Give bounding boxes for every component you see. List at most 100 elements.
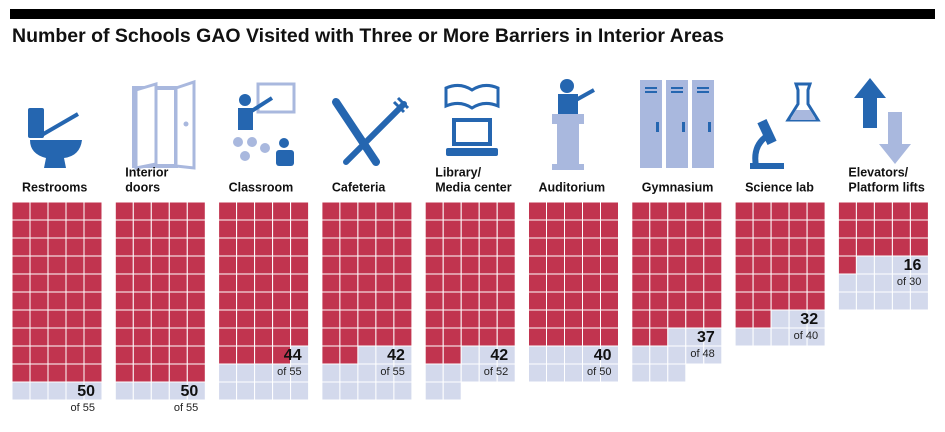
filled-cell [375,237,395,257]
empty-cell [254,381,274,401]
filled-cell [254,327,274,347]
filled-cell [873,219,893,239]
filled-cell [442,255,462,275]
total-label: of 55 [380,366,404,378]
filled-cell [29,273,49,293]
filled-cell [339,309,359,329]
filled-cell [631,273,651,293]
filled-cell [424,309,444,329]
filled-cell [47,219,67,239]
value-label: 42 [490,347,508,364]
filled-cell [478,219,498,239]
filled-cell [564,291,583,311]
filled-cell [290,237,310,257]
filled-cell [47,291,67,311]
filled-cell [375,291,395,311]
filled-cell [11,201,31,221]
filled-cell [600,309,619,329]
filled-cell [218,273,238,293]
filled-cell [685,255,705,275]
filled-cell [321,201,341,221]
filled-cell [837,219,857,239]
filled-cell [685,201,705,221]
total-label: of 52 [484,366,508,378]
filled-cell [478,273,498,293]
filled-cell [339,291,359,311]
filled-cell [47,327,67,347]
empty-cell [873,291,893,311]
filled-cell [837,201,857,221]
top-bar [10,9,935,19]
filled-cell [114,219,134,239]
filled-cell [11,219,31,239]
filled-cell [114,345,134,365]
category-label: Auditorium [539,180,606,194]
category-label: Restrooms [22,180,87,194]
filled-cell [168,237,188,257]
empty-cell [649,363,669,383]
filled-cell [546,273,565,293]
empty-cell [442,363,462,383]
filled-cell [357,219,377,239]
total-label: of 40 [794,330,818,342]
filled-cell [290,201,310,221]
filled-cell [254,291,274,311]
filled-cell [442,327,462,347]
filled-cell [752,219,772,239]
filled-cell [460,309,480,329]
filled-cell [564,237,583,257]
waffle [631,201,723,383]
filled-cell [290,309,310,329]
filled-cell [114,327,134,347]
filled-cell [150,237,170,257]
filled-cell [442,345,462,365]
filled-cell [290,255,310,275]
empty-cell [29,381,49,401]
filled-cell [478,237,498,257]
filled-cell [83,273,103,293]
filled-cell [631,255,651,275]
filled-cell [667,309,687,329]
filled-cell [582,219,601,239]
filled-cell [546,309,565,329]
filled-cell [460,255,480,275]
filled-cell [788,219,808,239]
filled-cell [528,291,547,311]
filled-cell [667,219,687,239]
filled-cell [703,291,723,311]
value-label: 42 [387,347,405,364]
empty-cell [649,345,669,365]
filled-cell [218,255,238,275]
filled-cell [11,345,31,365]
filled-cell [254,201,274,221]
empty-cell [667,327,687,347]
empty-cell [600,363,619,383]
filled-cell [496,309,516,329]
filled-cell [150,291,170,311]
filled-cell [734,273,754,293]
filled-cell [649,291,669,311]
filled-cell [150,345,170,365]
filled-cell [29,309,49,329]
empty-cell [357,363,377,383]
filled-cell [47,345,67,365]
empty-cell [855,255,875,275]
filled-cell [272,291,292,311]
filled-cell [424,219,444,239]
filled-cell [218,327,238,347]
empty-cell [321,381,341,401]
filled-cell [546,291,565,311]
filled-cell [236,309,256,329]
filled-cell [254,219,274,239]
filled-cell [272,219,292,239]
empty-cell [424,363,444,383]
filled-cell [909,219,929,239]
filled-cell [236,327,256,347]
filled-cell [83,327,103,347]
filled-cell [837,255,857,275]
filled-cell [788,201,808,221]
filled-cell [11,309,31,329]
filled-cell [478,327,498,347]
filled-cell [631,327,651,347]
empty-cell [752,327,772,347]
